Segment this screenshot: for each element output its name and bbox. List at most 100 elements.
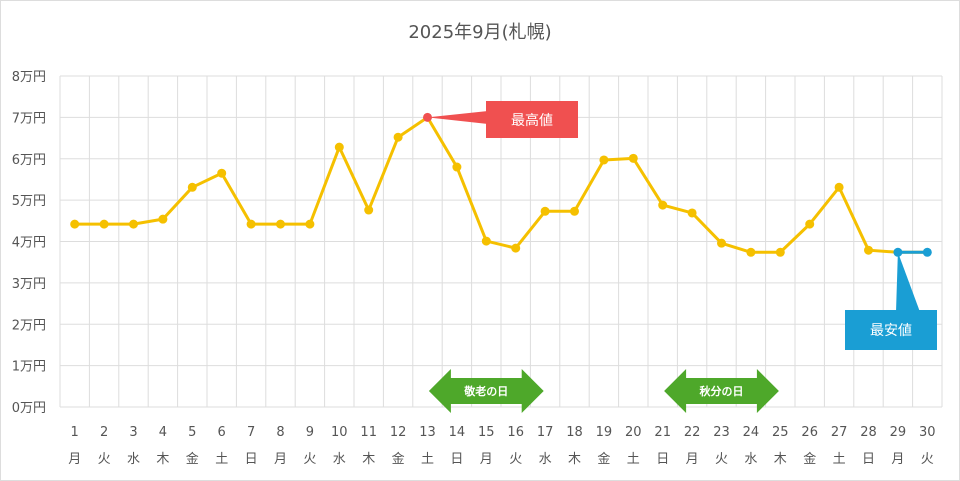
x-weekday-label: 木: [156, 452, 169, 467]
data-point: [658, 200, 668, 210]
x-tick-label: 30: [919, 425, 936, 440]
x-tick-label: 6: [218, 425, 226, 440]
x-weekday-label: 月: [274, 452, 287, 467]
x-weekday-label: 木: [568, 452, 581, 467]
data-point: [129, 219, 138, 229]
x-tick-label: 11: [360, 425, 377, 440]
data-point: [187, 182, 197, 192]
data-point: [511, 243, 521, 253]
data-point: [276, 219, 285, 229]
data-point: [717, 238, 726, 248]
max-callout-pointer: [427, 111, 488, 124]
y-tick-label: 2万円: [12, 318, 46, 333]
x-weekday-label: 月: [68, 452, 81, 467]
data-point: [158, 214, 168, 224]
y-tick-label: 1万円: [12, 360, 46, 375]
x-weekday-label: 水: [744, 452, 757, 467]
max-callout-label: 最高値: [511, 112, 553, 129]
data-point: [570, 206, 579, 216]
x-tick-label: 15: [478, 425, 495, 440]
data-point: [687, 208, 697, 218]
x-weekday-label: 木: [774, 452, 787, 467]
data-point: [481, 236, 491, 246]
x-weekday-label: 日: [245, 452, 258, 467]
data-point: [393, 132, 403, 142]
data-point: [364, 205, 374, 215]
data-point: [305, 219, 315, 229]
x-weekday-label: 日: [862, 452, 875, 467]
x-tick-label: 8: [276, 425, 284, 440]
x-tick-label: 12: [390, 425, 407, 440]
data-point: [805, 219, 815, 229]
min-callout-label: 最安値: [870, 323, 912, 339]
data-point: [775, 247, 785, 257]
y-tick-label: 6万円: [12, 153, 46, 168]
x-tick-label: 19: [596, 425, 613, 440]
x-tick-label: 4: [159, 425, 167, 440]
x-weekday-label: 金: [392, 451, 405, 467]
x-weekday-label: 木: [362, 452, 375, 467]
x-tick-label: 24: [743, 425, 760, 440]
x-weekday-label: 土: [627, 452, 640, 467]
x-weekday-label: 火: [921, 452, 934, 467]
data-point: [99, 219, 109, 229]
chart-title: 2025年9月(札幌): [408, 22, 551, 43]
x-tick-label: 9: [306, 425, 314, 440]
data-point: [540, 206, 550, 216]
x-tick-label: 23: [713, 425, 730, 440]
x-tick-label: 3: [129, 425, 137, 440]
x-weekday-label: 火: [98, 452, 111, 467]
x-weekday-label: 土: [215, 452, 228, 467]
data-point: [334, 142, 344, 152]
x-tick-label: 1: [71, 425, 79, 440]
series-line: [74, 115, 928, 254]
x-weekday-label: 土: [421, 452, 434, 467]
y-tick-label: 4万円: [12, 236, 46, 251]
data-point: [746, 247, 756, 257]
data-point: [246, 219, 256, 229]
y-tick-label: 3万円: [12, 277, 46, 292]
x-weekday-label: 土: [833, 452, 846, 467]
x-tick-label: 21: [654, 425, 671, 440]
x-tick-label: 26: [801, 425, 818, 440]
x-tick-label: 18: [566, 425, 583, 440]
x-weekday-label: 火: [715, 452, 728, 467]
holiday-label: 秋分の日: [700, 384, 744, 398]
data-point: [217, 168, 227, 178]
holiday-label: 敬老の日: [463, 384, 508, 398]
x-tick-label: 14: [449, 425, 466, 440]
x-weekday-label: 火: [509, 452, 522, 467]
data-point: [834, 182, 844, 192]
data-point: [922, 247, 932, 257]
x-tick-label: 2: [100, 425, 108, 440]
y-tick-label: 7万円: [12, 111, 46, 126]
y-tick-label: 8万円: [12, 70, 46, 85]
data-point: [628, 153, 638, 163]
x-weekday-label: 金: [186, 451, 199, 467]
x-weekday-label: 月: [891, 452, 904, 467]
x-weekday-label: 水: [539, 452, 552, 467]
data-point: [599, 155, 609, 165]
x-tick-label: 10: [331, 425, 348, 440]
x-weekday-label: 日: [450, 452, 463, 467]
x-tick-label: 28: [860, 425, 877, 440]
x-weekday-label: 月: [686, 452, 699, 467]
data-point: [70, 219, 80, 229]
holiday-arrow: [664, 369, 779, 413]
x-weekday-label: 月: [480, 452, 493, 467]
x-tick-label: 22: [684, 425, 701, 440]
data-point: [864, 245, 873, 255]
holiday-arrow: [428, 369, 544, 413]
x-weekday-label: 水: [127, 452, 140, 467]
x-weekday-label: 日: [656, 452, 669, 467]
x-weekday-label: 水: [333, 452, 346, 467]
x-tick-label: 7: [247, 425, 255, 440]
x-tick-label: 17: [537, 425, 554, 440]
min-callout-pointer: [896, 252, 920, 312]
x-tick-label: 25: [772, 425, 789, 440]
x-tick-label: 5: [188, 425, 196, 440]
x-weekday-label: 金: [803, 451, 816, 467]
max-callout-box: [486, 101, 578, 138]
y-tick-label: 0万円: [12, 401, 46, 416]
